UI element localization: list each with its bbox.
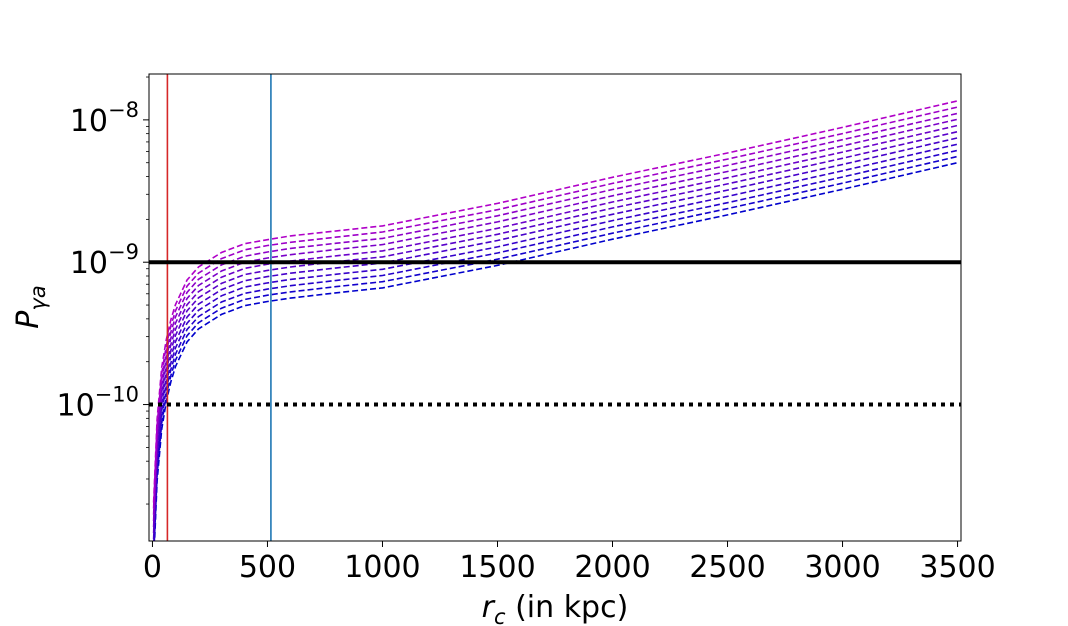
y-axis: 10−10 10−9 10−8 <box>56 76 149 505</box>
series-line <box>153 161 958 541</box>
x-axis-label: rc (in kpc) <box>482 590 629 626</box>
plot-area <box>149 74 961 541</box>
series-line <box>153 149 958 541</box>
series-line <box>152 130 958 534</box>
series-line <box>153 155 958 541</box>
x-tick-label: 1000 <box>344 550 420 585</box>
series-line <box>152 106 958 509</box>
series-line <box>152 137 958 540</box>
series-line <box>152 118 958 522</box>
x-tick-label: 500 <box>239 550 296 585</box>
x-axis: 0 500 1000 1500 2000 2500 3000 3500 <box>143 541 996 585</box>
x-tick-label: 3000 <box>804 550 880 585</box>
y-axis-label: Pγa <box>11 285 50 328</box>
y-tick-label: 10−8 <box>70 98 139 139</box>
series-layer <box>152 100 958 541</box>
x-tick-label: 3500 <box>919 550 995 585</box>
plot-frame <box>148 73 962 542</box>
x-tick-label: 0 <box>143 550 162 585</box>
y-tick-label: 10−10 <box>56 383 139 424</box>
series-line <box>152 100 958 503</box>
x-tick-label: 2500 <box>689 550 765 585</box>
y-tick-label: 10−9 <box>70 240 139 281</box>
series-line <box>152 112 958 515</box>
series-line <box>152 143 958 541</box>
x-tick-label: 2000 <box>574 550 650 585</box>
series-line <box>152 124 958 528</box>
reference-lines <box>149 74 961 541</box>
x-tick-label: 1500 <box>459 550 535 585</box>
